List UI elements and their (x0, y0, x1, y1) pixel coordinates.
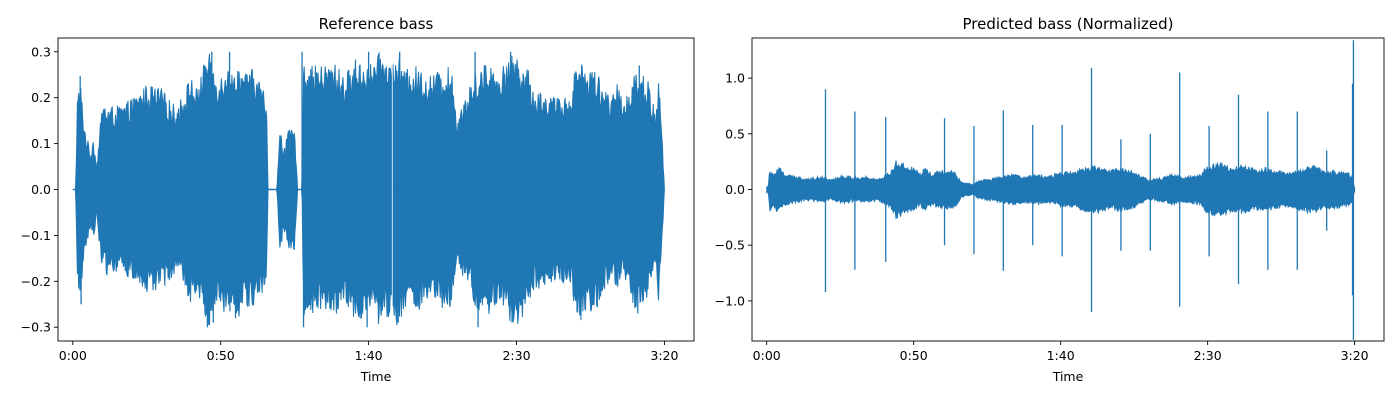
y-tick-label: 1.0 (725, 71, 745, 86)
x-tick-label: 1:40 (355, 348, 383, 363)
x-axis-label: Time (1052, 369, 1084, 384)
y-tick-label: −0.1 (21, 228, 51, 243)
chart-2: 0:00 0:50 1:40 2:30 3:20 1.0 0.5 0.0 −0.5 −1.0 Pre… (715, 15, 1385, 384)
x-tick-label: 3:20 (650, 348, 678, 363)
chart-title: Predicted bass (Normalized) (962, 15, 1173, 33)
y-tick-label: −0.2 (21, 274, 51, 289)
y-tick-label: −0.3 (21, 320, 51, 335)
x-axis-label: Time (360, 369, 392, 384)
chart-title: Reference bass (319, 15, 434, 33)
x-tick-label: 0:50 (900, 348, 928, 363)
y-tick-label: 0.0 (725, 182, 745, 197)
y-tick-label: −1.0 (715, 293, 745, 308)
x-tick-label: 3:20 (1341, 348, 1369, 363)
x-tick-label: 0:00 (753, 348, 781, 363)
waveform-series (72, 51, 665, 328)
x-tick-label: 1:40 (1047, 348, 1075, 363)
y-tick-label: 0.3 (31, 44, 51, 59)
y-tick-label: −0.5 (715, 238, 745, 253)
x-tick-label: 0:50 (207, 348, 235, 363)
y-tick-label: 0.1 (31, 136, 51, 151)
x-tick-label: 2:30 (1194, 348, 1222, 363)
x-tick-label: 0:00 (59, 348, 87, 363)
y-tick-label: 0.2 (31, 90, 51, 105)
chart-1: 0:00 0:50 1:40 2:30 3:20 0.3 0.2 0.1 0.0 −0.1 −0.2… (21, 15, 695, 384)
waveform-series (766, 40, 1356, 340)
y-tick-label: 0.0 (31, 182, 51, 197)
y-tick-label: 0.5 (725, 126, 745, 141)
x-tick-label: 2:30 (502, 348, 530, 363)
